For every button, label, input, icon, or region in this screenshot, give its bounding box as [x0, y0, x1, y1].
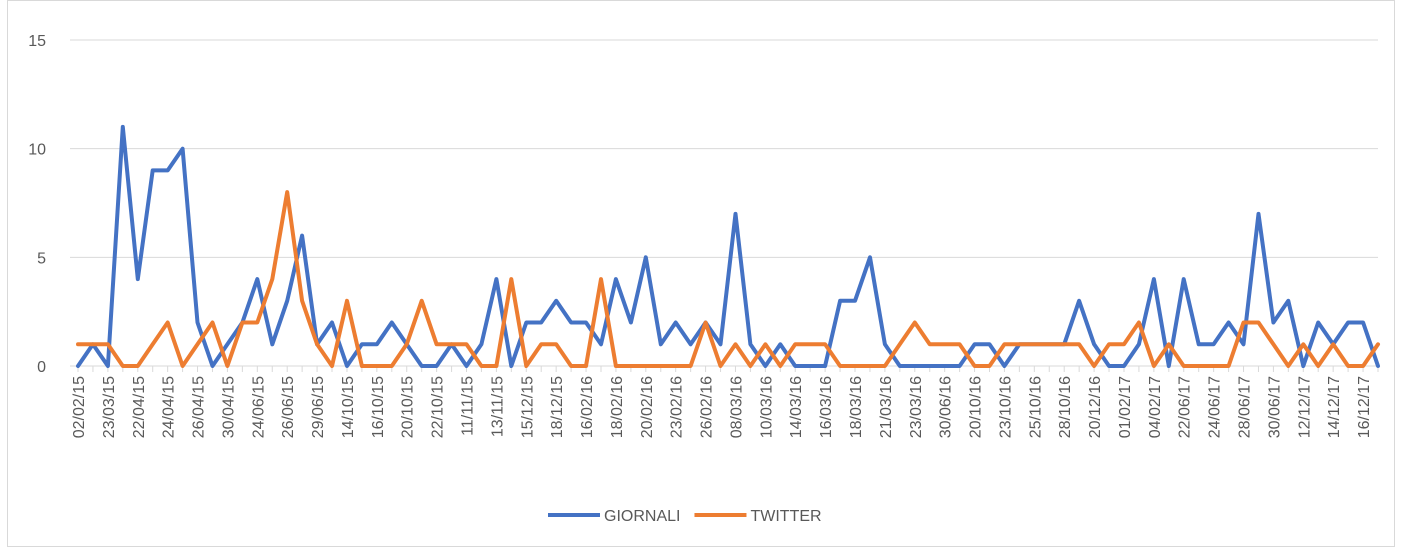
- x-tick-label: 14/10/15: [340, 376, 357, 438]
- x-tick-label: 24/06/15: [250, 376, 267, 438]
- x-tick-label: 20/02/16: [639, 376, 656, 438]
- chart-border: [7, 0, 1395, 547]
- x-tick-label: 30/04/15: [220, 376, 237, 438]
- x-tick-label: 02/02/15: [71, 376, 88, 438]
- x-tick-label: 25/10/16: [1027, 376, 1044, 438]
- series-line: [76, 190, 1380, 368]
- x-tick-label: 18/03/16: [848, 376, 865, 438]
- x-tick-label: 13/11/15: [489, 376, 506, 437]
- x-tick-label: 20/10/16: [968, 376, 985, 438]
- x-tick-label: 14/03/16: [788, 376, 805, 438]
- x-tick-label: 23/03/15: [101, 376, 118, 438]
- x-tick-label: 22/06/17: [1177, 376, 1194, 438]
- x-tick-label: 04/02/17: [1147, 376, 1164, 438]
- x-tick-label: 20/12/16: [1087, 376, 1104, 438]
- x-tick-label: 12/12/17: [1296, 376, 1313, 438]
- x-tick-label: 18/02/16: [609, 376, 626, 438]
- x-tick-label: 30/06/17: [1266, 376, 1283, 438]
- x-tick-label: 16/12/17: [1356, 376, 1373, 438]
- x-tick-label: 16/02/16: [579, 376, 596, 438]
- y-tick-label: 15: [28, 33, 46, 50]
- x-tick-label: 26/04/15: [191, 376, 208, 438]
- y-tick-label: 5: [37, 250, 46, 267]
- x-tick-label: 22/10/15: [430, 376, 447, 438]
- x-tick-label: 23/02/16: [669, 376, 686, 438]
- x-tick-label: 30/06/16: [938, 376, 955, 438]
- x-tick-label: 24/04/15: [161, 376, 178, 438]
- x-tick-label: 23/03/16: [908, 376, 925, 438]
- y-tick-label: 10: [28, 142, 46, 159]
- x-tick-label: 21/03/16: [878, 376, 895, 438]
- x-tick-label: 23/10/16: [997, 376, 1014, 438]
- x-tick-label: 26/02/16: [699, 376, 716, 438]
- legend-label: GIORNALI: [604, 508, 680, 525]
- x-tick-label: 29/06/15: [310, 376, 327, 438]
- x-tick-label: 16/03/16: [818, 376, 835, 438]
- y-tick-label: 0: [37, 359, 46, 376]
- x-tick-label: 16/10/15: [370, 376, 387, 438]
- x-tick-label: 15/12/15: [519, 376, 536, 438]
- x-tick-label: 26/06/15: [280, 376, 297, 438]
- x-tick-label: 18/12/15: [549, 376, 566, 438]
- x-tick-label: 14/12/17: [1326, 376, 1343, 438]
- legend-label: TWITTER: [750, 508, 821, 525]
- x-tick-label: 20/10/15: [400, 376, 417, 438]
- x-tick-label: 08/03/16: [728, 376, 745, 438]
- series-line: [76, 124, 1380, 368]
- x-tick-label: 24/06/17: [1207, 376, 1224, 438]
- x-tick-label: 22/04/15: [131, 376, 148, 438]
- x-tick-label: 11/11/15: [460, 376, 477, 436]
- x-tick-label: 28/06/17: [1237, 376, 1254, 438]
- x-tick-label: 28/10/16: [1057, 376, 1074, 438]
- x-tick-label: 01/02/17: [1117, 376, 1134, 438]
- x-tick-label: 10/03/16: [758, 376, 775, 438]
